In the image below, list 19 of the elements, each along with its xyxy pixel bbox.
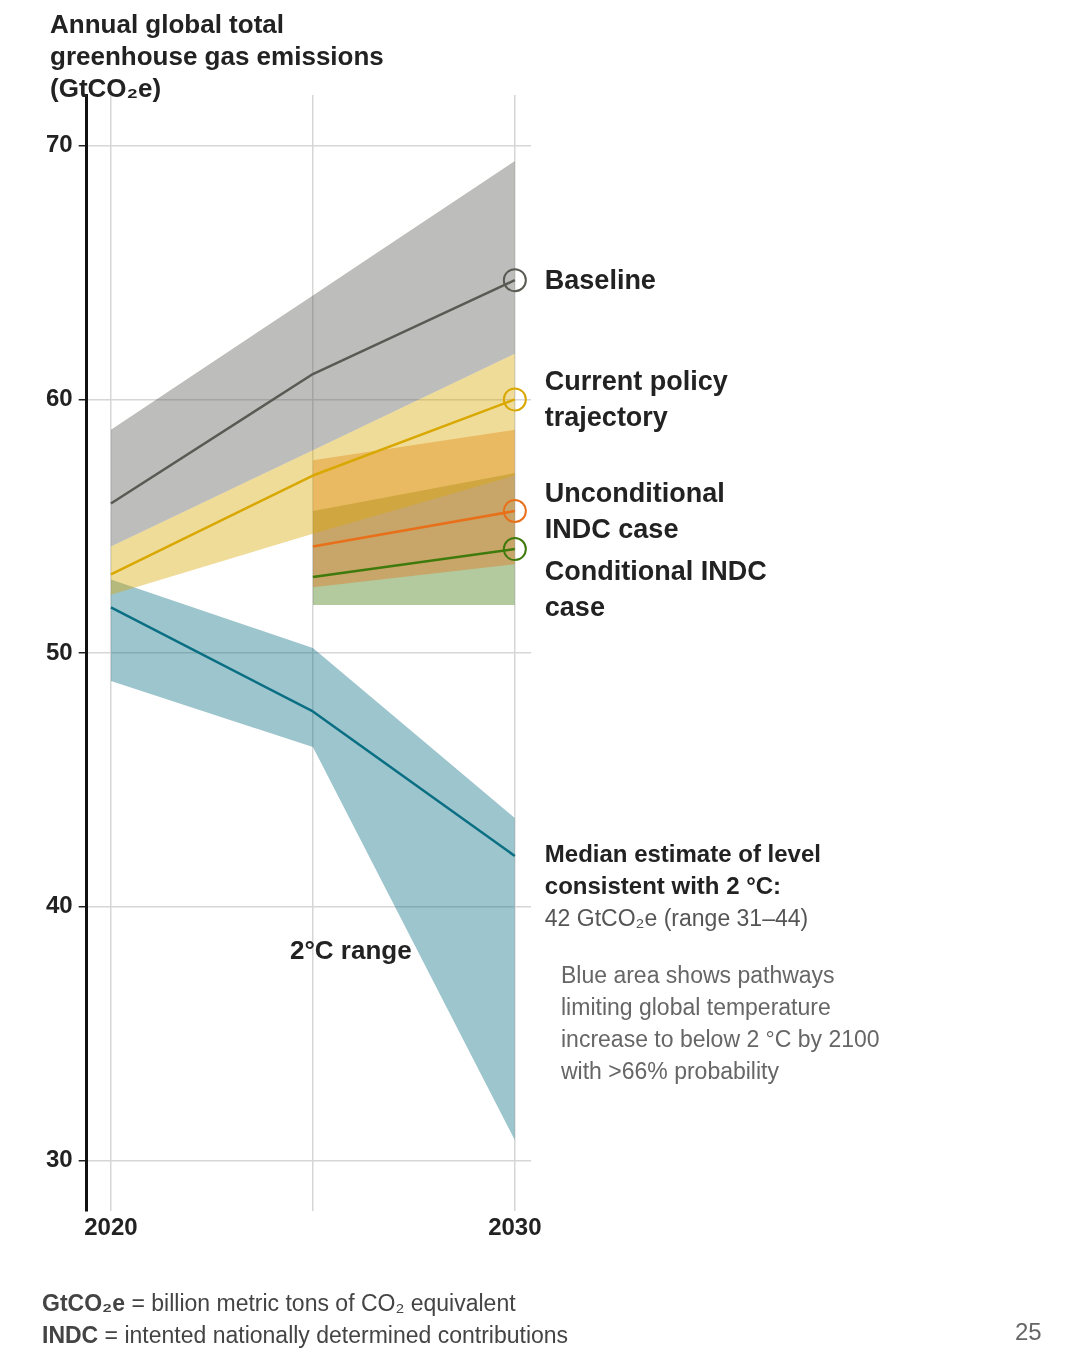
y-tick-label: 30: [45, 1145, 73, 1173]
annotation: 2°C range: [290, 935, 412, 966]
x-tick-label: 2030: [488, 1213, 542, 1241]
series-label: Conditional INDC case: [544, 555, 768, 625]
text: Blue area shows pathways limiting global temperature increase to below 2 °C by 2100 with >66% probability: [561, 961, 881, 1086]
text: INDC = intented nationally determined contributions: [42, 1322, 569, 1349]
x-tick-label: 2020: [84, 1213, 138, 1241]
y-tick-label: 60: [45, 384, 73, 412]
annotation: Median estimate of level consistent with 2 °C:: [544, 839, 822, 902]
series-label: Unconditional INDC case: [544, 477, 726, 547]
series-label: Baseline: [544, 264, 657, 298]
chart-title: Annual global total greenhouse gas emissions (GtCO₂e): [50, 8, 385, 104]
y-tick-label: 40: [45, 891, 73, 919]
y-tick-label: 70: [45, 130, 73, 158]
annotation: 42 GtCO₂e (range 31–44): [544, 904, 810, 934]
text: GtCO₂e = billion metric tons of CO₂ equivalent: [42, 1290, 516, 1317]
y-tick-label: 50: [45, 637, 73, 665]
series-label: Current policy trajectory: [544, 365, 729, 435]
text: 25: [1015, 1318, 1042, 1346]
